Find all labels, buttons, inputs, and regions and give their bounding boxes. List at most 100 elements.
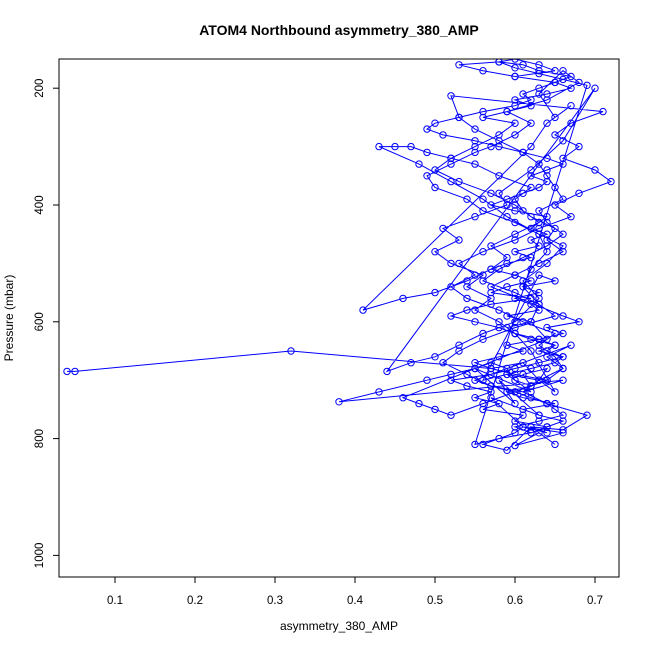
- data-point: [471, 306, 479, 314]
- data-point: [471, 376, 479, 384]
- data-point: [479, 207, 487, 215]
- data-point: [527, 394, 535, 402]
- data-point: [519, 359, 527, 367]
- data-point: [511, 423, 519, 431]
- data-point: [543, 429, 551, 437]
- data-point: [503, 370, 511, 379]
- data-point: [487, 201, 495, 209]
- data-point: [559, 329, 567, 338]
- data-point: [527, 318, 535, 326]
- data-point: [471, 142, 479, 151]
- data-point: [471, 364, 479, 373]
- data-point: [511, 271, 519, 279]
- data-point: [479, 440, 487, 449]
- data-point: [575, 142, 583, 151]
- data-point: [487, 283, 495, 291]
- data-point: [511, 370, 519, 379]
- data-point: [431, 119, 439, 127]
- data-point: [287, 347, 295, 355]
- data-point: [503, 312, 511, 320]
- data-point: [535, 429, 543, 437]
- data-point: [543, 230, 551, 238]
- data-point: [543, 154, 551, 163]
- data-point: [463, 277, 471, 285]
- data-point: [495, 59, 503, 66]
- data-point: [471, 394, 479, 402]
- data-point: [487, 142, 495, 151]
- data-point: [527, 213, 535, 221]
- data-point: [447, 312, 455, 320]
- data-point: [495, 318, 503, 326]
- data-point: [423, 172, 431, 180]
- data-point: [559, 364, 567, 373]
- data-point: [551, 359, 559, 367]
- data-point: [551, 312, 559, 320]
- data-point: [511, 131, 519, 139]
- data-point: [599, 107, 607, 116]
- data-point: [535, 160, 543, 168]
- data-point: [447, 283, 455, 291]
- data-point: [559, 137, 567, 145]
- data-point: [511, 230, 519, 238]
- data-point: [511, 417, 519, 425]
- data-point: [543, 90, 551, 98]
- data-point: [511, 201, 519, 209]
- data-point: [559, 429, 567, 437]
- data-point: [479, 248, 487, 256]
- data-point: [479, 405, 487, 414]
- x-tick-label: 0.6: [507, 595, 523, 607]
- data-point: [511, 399, 519, 408]
- data-point: [431, 405, 439, 414]
- data-point: [535, 347, 543, 355]
- data-point: [487, 394, 495, 402]
- data-point: [527, 429, 535, 437]
- data-point: [447, 154, 455, 163]
- data-point: [511, 376, 519, 384]
- data-point: [479, 113, 487, 122]
- data-point: [527, 388, 535, 396]
- data-point: [567, 84, 575, 92]
- data-point: [511, 388, 519, 396]
- data-point: [455, 113, 463, 122]
- data-point: [543, 323, 551, 332]
- data-point: [559, 312, 567, 320]
- data-point: [479, 277, 487, 285]
- data-point: [559, 75, 567, 84]
- data-point: [495, 376, 503, 384]
- data-point: [551, 277, 559, 285]
- data-point: [535, 84, 543, 92]
- y-tick-label: 1000: [34, 543, 46, 569]
- data-point: [479, 107, 487, 116]
- data-point: [503, 446, 511, 454]
- data-point: [471, 213, 479, 221]
- data-point: [527, 96, 535, 104]
- data-point: [519, 90, 527, 98]
- data-point: [543, 353, 551, 361]
- data-point: [543, 347, 551, 355]
- data-point: [559, 376, 567, 384]
- data-point: [583, 411, 591, 419]
- data-point: [431, 166, 439, 174]
- data-point: [543, 166, 551, 174]
- data-point: [431, 248, 439, 256]
- data-point: [447, 160, 455, 168]
- data-point: [543, 335, 551, 343]
- data-point: [519, 423, 527, 431]
- data-point: [471, 271, 479, 279]
- data-point: [551, 388, 559, 396]
- data-point: [535, 335, 543, 343]
- data-point: [519, 388, 527, 396]
- data-point: [583, 81, 591, 90]
- data-point: [511, 318, 519, 326]
- data-point: [519, 411, 527, 419]
- data-point: [415, 160, 423, 168]
- data-point: [559, 417, 567, 425]
- data-point: [535, 271, 543, 279]
- data-point: [543, 177, 551, 186]
- data-point: [495, 399, 503, 408]
- data-point: [519, 394, 527, 402]
- y-axis-label: Pressure (mbar): [2, 275, 16, 362]
- data-point: [479, 329, 487, 338]
- data-point: [487, 370, 495, 379]
- data-point: [535, 359, 543, 367]
